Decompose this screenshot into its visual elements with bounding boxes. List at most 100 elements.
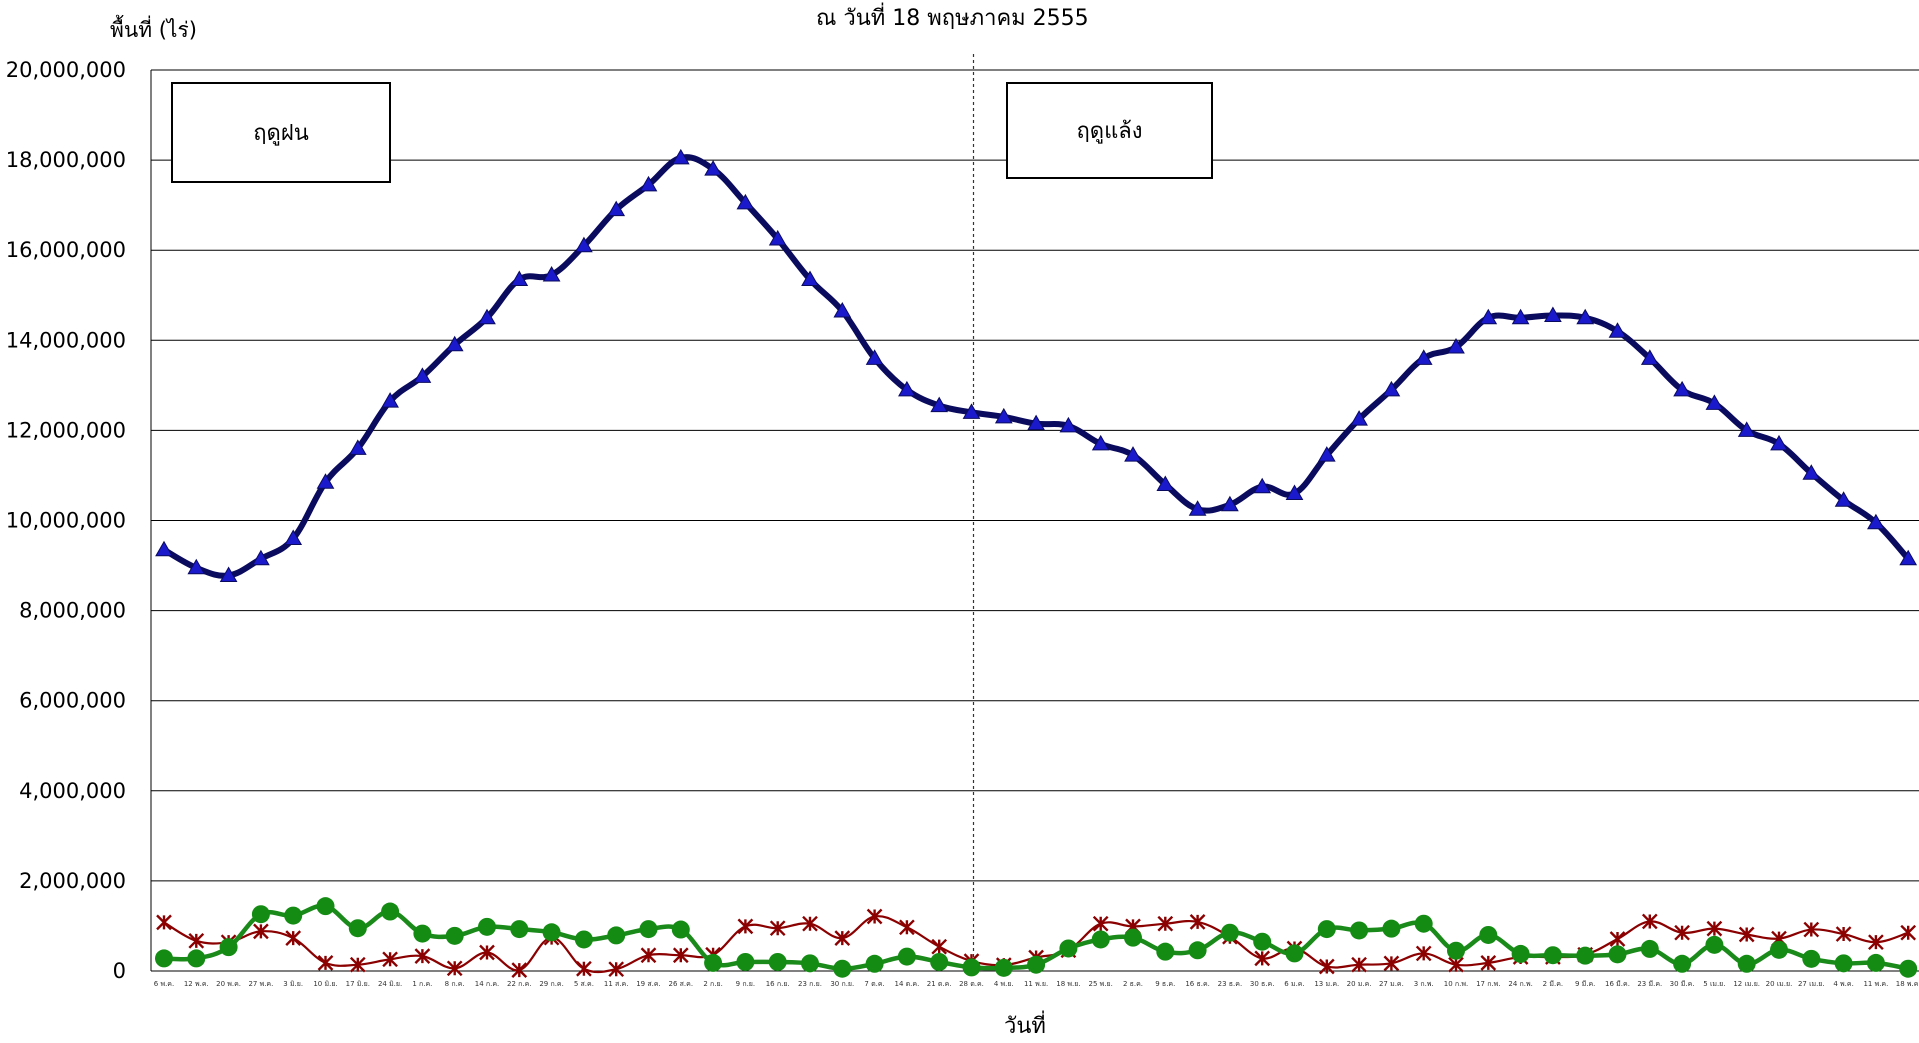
y-tick-label: 0	[113, 959, 126, 983]
data-point	[769, 920, 786, 937]
y-tick-label: 14,000,000	[6, 328, 126, 352]
data-point	[1866, 953, 1885, 972]
data-point	[1317, 920, 1336, 939]
data-point	[1447, 338, 1465, 354]
y-tick-label: 2,000,000	[19, 869, 126, 893]
x-tick-label: 14 ต.ค.	[894, 980, 919, 988]
data-point	[1705, 935, 1724, 954]
data-point	[479, 944, 495, 961]
data-point	[608, 961, 625, 978]
x-tick-label: 10 ก.พ.	[1444, 980, 1468, 988]
data-point	[542, 265, 561, 282]
data-point	[768, 229, 787, 246]
data-point	[576, 960, 592, 977]
x-tick-label: 16 ก.ย.	[766, 980, 790, 988]
y-axis-label: พื้นที่ (ไร่)	[110, 18, 197, 42]
series-group	[155, 148, 1918, 978]
data-point	[284, 906, 303, 925]
data-point	[1091, 930, 1110, 949]
x-tick-label: 1 ก.ค.	[412, 980, 432, 988]
data-point	[1156, 942, 1175, 961]
data-point	[962, 403, 981, 419]
x-tick-label: 13 ม.ค.	[1314, 980, 1339, 988]
data-point	[834, 930, 851, 946]
y-tick-label: 4,000,000	[19, 779, 126, 803]
data-point	[478, 917, 496, 936]
data-point	[736, 952, 755, 971]
x-tick-label: 24 ก.พ.	[1508, 980, 1532, 988]
x-tick-label: 29 ก.ค.	[539, 980, 564, 988]
data-point	[219, 938, 238, 957]
data-point	[219, 566, 238, 582]
data-point	[316, 473, 335, 489]
data-point	[930, 952, 949, 971]
y-tick-label: 16,000,000	[6, 238, 126, 262]
x-tick-label: 22 ก.ค.	[507, 980, 532, 988]
y-tick-label: 18,000,000	[6, 148, 126, 172]
grid-lines	[150, 69, 1919, 972]
x-tick-label: 20 ม.ค.	[1347, 980, 1372, 988]
data-point	[445, 926, 464, 945]
data-point	[1414, 914, 1433, 933]
data-point	[348, 439, 367, 455]
data-point	[381, 902, 400, 921]
data-point	[1027, 414, 1045, 431]
data-point	[866, 908, 883, 925]
data-point	[511, 962, 528, 978]
data-point	[253, 923, 269, 940]
data-point	[1189, 914, 1206, 930]
data-point	[510, 920, 529, 939]
data-point	[1448, 956, 1464, 973]
data-point	[1091, 434, 1110, 451]
series-0	[155, 148, 1918, 582]
data-point	[833, 959, 852, 978]
data-point	[284, 529, 303, 546]
x-tick-label: 18 พ.ย.	[1056, 980, 1080, 988]
data-point	[1511, 308, 1530, 325]
x-tick-label: 27 เม.ย.	[1798, 980, 1825, 988]
x-tick-label: 27 พ.ค.	[248, 980, 273, 988]
x-tick-label: 11 พ.ย.	[1024, 980, 1048, 988]
data-point	[1576, 308, 1595, 325]
x-tick-label: 10 มิ.ย.	[313, 980, 337, 988]
data-point	[187, 949, 206, 968]
data-point	[865, 349, 884, 365]
y-tick-label: 10,000,000	[6, 509, 126, 533]
data-point	[414, 948, 431, 964]
data-point	[1834, 954, 1853, 973]
data-point	[316, 897, 335, 916]
data-point	[251, 905, 270, 924]
x-tick-label: 6 ม.ค.	[1284, 980, 1304, 988]
data-point	[1221, 495, 1239, 512]
data-point	[1770, 434, 1788, 451]
x-tick-label: 5 เม.ย.	[1703, 980, 1725, 988]
data-point	[382, 951, 398, 968]
data-point	[672, 947, 689, 964]
data-point	[1382, 919, 1401, 938]
data-point	[898, 380, 916, 397]
data-point	[801, 954, 819, 973]
data-point	[1609, 931, 1626, 947]
series-1	[155, 897, 1918, 978]
x-tick-label: 9 ธ.ค.	[1155, 980, 1175, 988]
x-tick-label: 3 มิ.ย.	[283, 980, 303, 988]
data-point	[156, 914, 172, 931]
data-point	[1608, 322, 1627, 338]
data-point	[1447, 941, 1465, 960]
data-point	[1706, 920, 1723, 937]
data-point	[348, 919, 367, 938]
data-point	[994, 958, 1013, 977]
data-point	[899, 919, 915, 936]
x-tick-label: 27 ม.ค.	[1379, 980, 1404, 988]
data-point	[1318, 958, 1335, 975]
data-point	[413, 924, 432, 943]
data-point	[1802, 949, 1821, 968]
data-point	[317, 955, 334, 971]
data-point	[671, 920, 690, 939]
data-point	[1673, 954, 1692, 973]
data-point	[1834, 491, 1853, 507]
data-point	[962, 958, 981, 977]
chart-title: ณ วันที่ 18 พฤษภาคม 2555	[816, 6, 1089, 31]
data-point	[1382, 380, 1401, 397]
data-point	[801, 270, 819, 286]
